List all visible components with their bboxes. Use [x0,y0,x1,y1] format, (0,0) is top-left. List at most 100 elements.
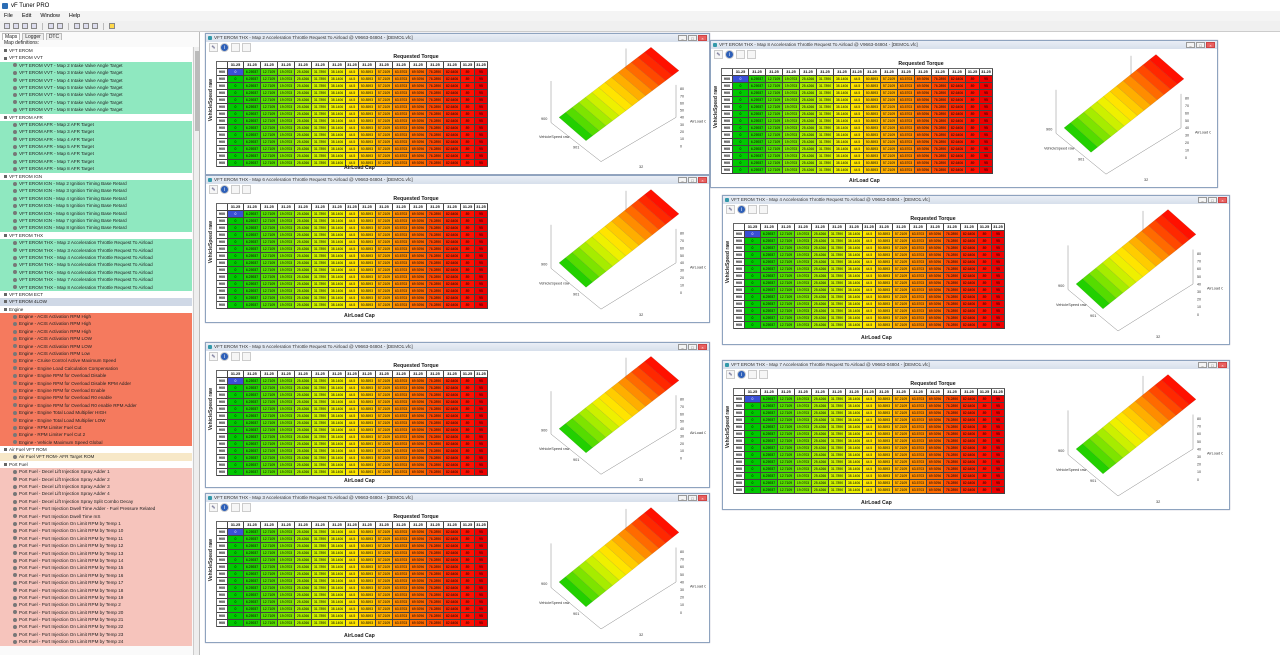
table-cell[interactable]: 76.2890 [427,462,444,469]
table-cell[interactable]: 31.7890 [312,441,329,448]
table-cell[interactable]: 69.9296 [915,90,932,97]
table-cell[interactable]: 50.8593 [876,266,893,273]
table-cell[interactable]: 25.4266 [812,280,829,287]
table-cell[interactable]: 69.9296 [927,466,944,473]
table-cell[interactable]: 38.1406 [846,445,863,452]
table-cell[interactable]: 89 [966,125,980,132]
table-cell[interactable]: 19.0703 [795,252,812,259]
table-cell[interactable]: 82.6406 [961,287,978,294]
table-cell[interactable]: 0 [745,403,761,410]
table-cell[interactable]: 38.1406 [329,564,346,571]
table-cell[interactable]: 25.4266 [295,153,312,160]
table-cell[interactable]: 63.5703 [910,487,927,494]
table-cell[interactable]: 12.7109 [261,281,278,288]
window-titlebar[interactable]: VFT EROM THX - Map 4 Acceleration Thrott… [723,196,1229,204]
table-cell[interactable]: 19.0703 [795,308,812,315]
table-cell[interactable]: 57.2109 [376,441,393,448]
tab-maps[interactable]: Maps [2,33,21,40]
table-cell[interactable]: 31.7890 [829,231,846,238]
table-cell[interactable]: 19.0703 [795,417,812,424]
table-cell[interactable]: 0 [733,104,749,111]
table-cell[interactable]: 95 [475,427,488,434]
table-cell[interactable]: 95 [475,239,488,246]
table-cell[interactable]: 25.4266 [295,232,312,239]
table-cell[interactable]: 25.4266 [295,620,312,627]
table-cell[interactable]: 44.5 [863,238,876,245]
table-cell[interactable]: 69.9296 [410,399,427,406]
table-cell[interactable]: 82.6406 [949,167,966,174]
table-cell[interactable]: 63.5703 [393,564,410,571]
table-cell[interactable]: 95 [475,420,488,427]
table-cell[interactable]: 0 [733,153,749,160]
table-cell[interactable]: 50.8593 [359,232,376,239]
table-cell[interactable]: 38.1406 [329,469,346,476]
table-cell[interactable]: 63.5703 [393,253,410,260]
table-cell[interactable]: 63.5703 [910,473,927,480]
table-cell[interactable]: 57.2109 [893,280,910,287]
table-cell[interactable]: 89 [966,153,980,160]
table-cell[interactable]: 82.6406 [949,76,966,83]
table-cell[interactable]: 38.1406 [329,211,346,218]
table-cell[interactable]: 12.7109 [261,543,278,550]
table-cell[interactable]: 25.4266 [295,613,312,620]
table-cell[interactable]: 57.2109 [893,396,910,403]
table-cell[interactable]: 31.7890 [312,90,329,97]
table-cell[interactable]: 50.8593 [864,153,881,160]
tree-item[interactable]: VFT EROM THX - Map 8 Acceleration Thrott… [0,283,192,291]
table-cell[interactable]: 89 [978,259,992,266]
table-cell[interactable]: 50.8593 [359,90,376,97]
table-cell[interactable]: 19.0703 [795,273,812,280]
table-cell[interactable]: 82.6406 [961,480,978,487]
table-cell[interactable]: 89 [461,153,475,160]
table-cell[interactable]: 31.7890 [312,139,329,146]
table-cell[interactable]: 25.4266 [295,592,312,599]
table-cell[interactable]: 31.7890 [817,146,834,153]
table-cell[interactable]: 44.5 [346,441,359,448]
table-cell[interactable]: 89 [461,564,475,571]
table-cell[interactable]: 69.9296 [410,83,427,90]
table-cell[interactable]: 63.5703 [898,160,915,167]
table-cell[interactable]: 19.0703 [278,153,295,160]
table-cell[interactable]: 25.4266 [295,406,312,413]
table-cell[interactable]: 63.5703 [393,613,410,620]
table-cell[interactable]: 25.4266 [800,160,817,167]
open-icon[interactable] [4,23,10,29]
table-cell[interactable]: 25.4266 [295,529,312,536]
table-cell[interactable]: 82.6406 [961,322,978,329]
table-cell[interactable]: 12.7109 [261,599,278,606]
table-cell[interactable]: 44.5 [863,459,876,466]
table-cell[interactable]: 95 [992,452,1005,459]
tree-item[interactable]: VFT EROM IGN - Map 2 Ignition Timing Bas… [0,180,192,188]
table-cell[interactable]: 89 [978,280,992,287]
minimize-button[interactable]: – [1186,42,1195,48]
table-cell[interactable]: 38.1406 [329,260,346,267]
table-cell[interactable]: 69.9296 [410,462,427,469]
table-cell[interactable]: 12.7109 [778,473,795,480]
table-cell[interactable]: 19.0703 [278,139,295,146]
table-cell[interactable]: 76.2890 [427,469,444,476]
table-cell[interactable]: 82.6406 [444,462,461,469]
table-cell[interactable]: 0 [228,599,244,606]
table-cell[interactable]: 12.7109 [261,225,278,232]
table-cell[interactable]: 25.4266 [812,238,829,245]
table-cell[interactable]: 69.9296 [915,118,932,125]
table-cell[interactable]: 76.2890 [427,153,444,160]
table-cell[interactable]: 76.2890 [427,281,444,288]
table-cell[interactable]: 63.5703 [393,111,410,118]
table-cell[interactable]: 0 [733,97,749,104]
table-cell[interactable]: 82.6406 [961,396,978,403]
table-cell[interactable]: 31.7890 [312,413,329,420]
table-cell[interactable]: 44.5 [851,90,864,97]
table-cell[interactable]: 19.0703 [278,253,295,260]
copy-icon[interactable] [748,205,757,214]
table-cell[interactable]: 12.7109 [778,294,795,301]
table-cell[interactable]: 0 [228,160,244,167]
table-cell[interactable]: 31.7890 [312,385,329,392]
table-cell[interactable]: 57.2109 [376,118,393,125]
table-cell[interactable]: 95 [475,211,488,218]
table-cell[interactable]: 38.1406 [846,287,863,294]
table-cell[interactable]: 19.0703 [783,132,800,139]
table-cell[interactable]: 89 [461,469,475,476]
table-cell[interactable]: 57.2109 [376,543,393,550]
table-cell[interactable]: 44.5 [851,111,864,118]
